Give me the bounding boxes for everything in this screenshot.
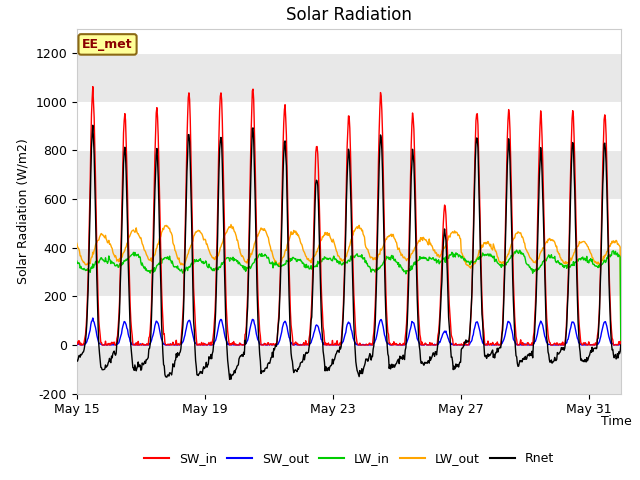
LW_out (401, 256, 409, 262)
Rnet (356, 368, 364, 373)
Rnet (490, 351, 498, 357)
SW_in (490, 342, 498, 348)
SW_out (76, 342, 84, 348)
SW_out (617, 342, 625, 348)
SW_out (89, 315, 97, 321)
Rnet (147, 331, 155, 336)
Title: Solar Radiation: Solar Radiation (286, 6, 412, 24)
LW_in (513, 247, 520, 253)
SW_out (148, 337, 156, 343)
LW_out (73, 240, 81, 246)
SW_in (136, 342, 144, 348)
Rnet (73, 358, 81, 363)
Line: Rnet: Rnet (77, 125, 621, 379)
LW_in (183, 265, 191, 271)
LW_out (147, 257, 154, 263)
Bar (77, 248, 621, 296)
LW_in (489, 255, 497, 261)
LW_in (617, 342, 625, 348)
LW_out (135, 233, 143, 239)
SW_out (136, 341, 144, 347)
Line: SW_in: SW_in (77, 86, 621, 345)
LW_in (73, 258, 81, 264)
Bar (77, 345, 621, 394)
SW_out (490, 342, 498, 348)
SW_in (76, 342, 84, 348)
Rnet (617, 342, 625, 348)
LW_in (135, 254, 143, 260)
Line: LW_in: LW_in (77, 250, 621, 345)
LW_in (355, 253, 362, 259)
SW_out (73, 341, 81, 347)
SW_in (184, 95, 192, 100)
Line: LW_out: LW_out (77, 225, 621, 345)
SW_in (402, 329, 410, 335)
Rnet (136, 362, 143, 368)
SW_in (73, 339, 81, 345)
SW_out (356, 342, 364, 348)
SW_in (356, 340, 364, 346)
SW_in (148, 299, 156, 304)
Rnet (402, 345, 410, 350)
LW_out (183, 254, 191, 260)
Rnet (184, 153, 191, 159)
SW_in (617, 342, 625, 348)
SW_in (89, 84, 97, 89)
LW_out (227, 222, 235, 228)
Rnet (89, 122, 97, 128)
Text: EE_met: EE_met (82, 38, 133, 51)
SW_out (402, 341, 410, 347)
Bar (77, 150, 621, 199)
Rnet (226, 376, 234, 382)
X-axis label: Time: Time (601, 416, 632, 429)
Bar (77, 53, 621, 102)
LW_in (401, 268, 408, 274)
LW_in (147, 270, 154, 276)
LW_out (490, 241, 497, 247)
Y-axis label: Solar Radiation (W/m2): Solar Radiation (W/m2) (17, 138, 29, 284)
LW_out (617, 342, 625, 348)
LW_out (355, 222, 363, 228)
Line: SW_out: SW_out (77, 318, 621, 345)
Legend: SW_in, SW_out, LW_in, LW_out, Rnet: SW_in, SW_out, LW_in, LW_out, Rnet (139, 447, 559, 470)
SW_out (184, 318, 192, 324)
